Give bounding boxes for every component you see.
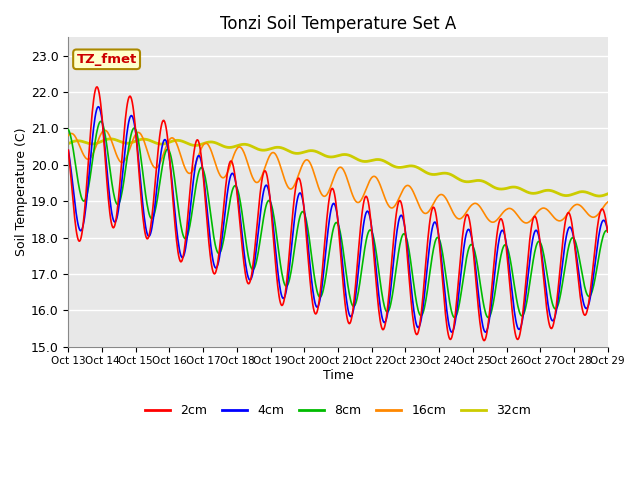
4cm bbox=[454, 303, 461, 309]
2cm bbox=[505, 270, 513, 276]
16cm bbox=[504, 206, 512, 212]
8cm bbox=[454, 310, 461, 315]
4cm bbox=[521, 301, 529, 307]
8cm bbox=[604, 228, 612, 234]
2cm bbox=[480, 338, 488, 344]
8cm bbox=[505, 249, 513, 255]
4cm bbox=[95, 104, 102, 109]
8cm bbox=[184, 232, 191, 238]
16cm bbox=[453, 215, 461, 221]
16cm bbox=[522, 220, 530, 226]
32cm bbox=[65, 141, 72, 146]
32cm bbox=[184, 141, 191, 146]
32cm bbox=[139, 136, 147, 142]
Line: 4cm: 4cm bbox=[68, 107, 608, 332]
4cm bbox=[448, 329, 456, 335]
4cm bbox=[184, 230, 191, 236]
2cm bbox=[184, 214, 191, 220]
2cm bbox=[604, 229, 612, 235]
8cm bbox=[97, 119, 104, 124]
X-axis label: Time: Time bbox=[323, 369, 353, 382]
Line: 16cm: 16cm bbox=[68, 130, 608, 223]
Line: 8cm: 8cm bbox=[68, 121, 608, 318]
2cm bbox=[73, 231, 81, 237]
2cm bbox=[65, 147, 72, 153]
4cm bbox=[65, 148, 72, 154]
Line: 2cm: 2cm bbox=[68, 87, 608, 341]
Legend: 2cm, 4cm, 8cm, 16cm, 32cm: 2cm, 4cm, 8cm, 16cm, 32cm bbox=[140, 399, 536, 422]
4cm bbox=[505, 259, 513, 264]
32cm bbox=[107, 136, 115, 142]
2cm bbox=[139, 214, 147, 219]
16cm bbox=[604, 199, 612, 205]
Y-axis label: Soil Temperature (C): Soil Temperature (C) bbox=[15, 128, 28, 256]
32cm bbox=[504, 185, 512, 191]
2cm bbox=[453, 297, 461, 303]
8cm bbox=[73, 170, 81, 176]
32cm bbox=[595, 193, 603, 199]
4cm bbox=[604, 228, 612, 234]
4cm bbox=[73, 215, 81, 220]
32cm bbox=[520, 188, 528, 193]
16cm bbox=[101, 127, 109, 133]
16cm bbox=[65, 132, 72, 138]
16cm bbox=[139, 135, 147, 141]
32cm bbox=[73, 138, 81, 144]
32cm bbox=[453, 175, 461, 181]
8cm bbox=[451, 315, 458, 321]
16cm bbox=[73, 137, 81, 143]
Title: Tonzi Soil Temperature Set A: Tonzi Soil Temperature Set A bbox=[220, 15, 456, 33]
8cm bbox=[521, 308, 529, 313]
2cm bbox=[93, 84, 101, 90]
4cm bbox=[139, 202, 147, 207]
Line: 32cm: 32cm bbox=[68, 139, 608, 196]
16cm bbox=[520, 219, 528, 225]
16cm bbox=[184, 170, 191, 176]
2cm bbox=[521, 290, 529, 296]
8cm bbox=[139, 170, 147, 176]
8cm bbox=[65, 127, 72, 132]
Text: TZ_fmet: TZ_fmet bbox=[76, 53, 137, 66]
32cm bbox=[604, 191, 612, 197]
